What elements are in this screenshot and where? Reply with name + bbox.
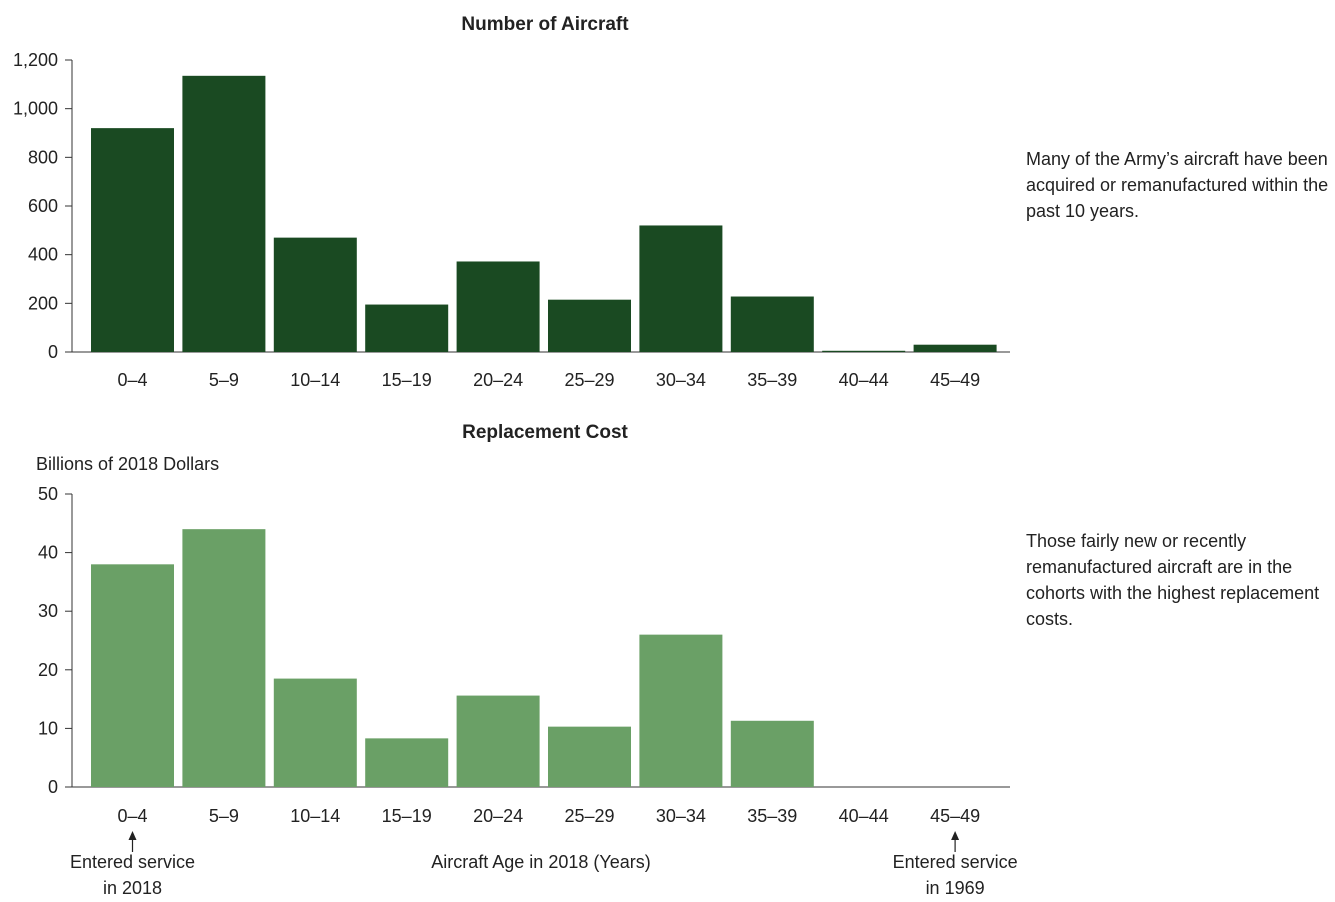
top-bar-20–24 xyxy=(456,261,540,352)
annotation-arrowhead xyxy=(951,831,960,840)
top-bar-45–49 xyxy=(913,344,997,352)
top-x-tick-label: 20–24 xyxy=(473,370,523,390)
top-x-tick-label: 15–19 xyxy=(382,370,432,390)
bottom-bar-0–4 xyxy=(91,564,174,787)
top-x-tick-label: 10–14 xyxy=(290,370,340,390)
bottom-y-tick-label: 20 xyxy=(38,660,58,680)
top-bar-15–19 xyxy=(365,304,449,352)
annotation-text-line: Entered service xyxy=(893,852,1018,872)
top-x-tick-label: 25–29 xyxy=(564,370,614,390)
bottom-chart-title: Replacement Cost xyxy=(462,422,628,443)
bottom-x-tick-label: 40–44 xyxy=(839,806,889,826)
top-x-tick-label: 35–39 xyxy=(747,370,797,390)
top-x-tick-label: 30–34 xyxy=(656,370,706,390)
top-chart: Number of Aircraft 0 200 400 600 800 1,000 1,20… xyxy=(13,14,1010,390)
top-y-tick-label: 400 xyxy=(28,245,58,265)
bottom-chart: Replacement Cost Billions of 2018 Dollars… xyxy=(36,422,1018,898)
bottom-y-tick-label: 40 xyxy=(38,543,58,563)
bottom-x-tick-label: 0–4 xyxy=(117,806,147,826)
bottom-x-tick-label: 25–29 xyxy=(564,806,614,826)
annotation-entered-2018: Entered service in 2018 xyxy=(70,831,195,898)
bottom-x-tick-label: 10–14 xyxy=(290,806,340,826)
top-bar-40–44 xyxy=(822,350,906,352)
top-bar-5–9 xyxy=(182,75,266,353)
top-x-tick-label: 40–44 xyxy=(839,370,889,390)
bottom-bar-35–39 xyxy=(730,720,814,787)
annotation-text-line: in 2018 xyxy=(103,878,162,898)
bottom-x-tick-label: 20–24 xyxy=(473,806,523,826)
bottom-chart-note: Those fairly new or recently remanufactu… xyxy=(1026,531,1320,629)
top-y-tick-label: 200 xyxy=(28,293,58,313)
top-y-tick-label: 600 xyxy=(28,196,58,216)
bottom-bar-25–29 xyxy=(548,726,631,787)
bottom-x-axis-label: Aircraft Age in 2018 (Years) xyxy=(431,852,650,872)
top-bar-0–4 xyxy=(91,128,174,352)
top-x-tick-label: 45–49 xyxy=(930,370,980,390)
top-y-tick-label: 800 xyxy=(28,147,58,167)
bottom-x-tick-label: 30–34 xyxy=(656,806,706,826)
bottom-bar-30–34 xyxy=(639,634,723,787)
top-x-tick-label: 0–4 xyxy=(117,370,147,390)
bottom-x-tick-label: 15–19 xyxy=(382,806,432,826)
bottom-x-tick-label: 5–9 xyxy=(209,806,239,826)
bottom-x-tick-label: 45–49 xyxy=(930,806,980,826)
top-chart-note: Many of the Army’s aircraft have been ac… xyxy=(1026,149,1329,221)
top-y-tick-label: 0 xyxy=(48,342,58,362)
bottom-bar-5–9 xyxy=(182,529,266,787)
bottom-bar-15–19 xyxy=(365,738,449,787)
top-bar-10–14 xyxy=(273,237,357,352)
bottom-y-tick-label: 0 xyxy=(48,777,58,797)
annotation-entered-1969: Entered service in 1969 xyxy=(893,831,1018,898)
annotation-arrowhead xyxy=(128,831,137,840)
bottom-y-tick-label: 10 xyxy=(38,718,58,738)
top-bar-30–34 xyxy=(639,225,723,352)
top-bar-25–29 xyxy=(548,299,631,352)
bottom-y-tick-label: 30 xyxy=(38,601,58,621)
top-chart-title: Number of Aircraft xyxy=(461,14,629,35)
bottom-bar-10–14 xyxy=(273,678,357,787)
bottom-bar-20–24 xyxy=(456,695,540,787)
bottom-y-tick-label: 50 xyxy=(38,484,58,504)
annotation-text-line: Entered service xyxy=(70,852,195,872)
annotation-text-line: in 1969 xyxy=(926,878,985,898)
top-bar-35–39 xyxy=(730,296,814,352)
top-y-tick-label: 1,200 xyxy=(13,50,58,70)
bottom-x-tick-label: 35–39 xyxy=(747,806,797,826)
bottom-y-axis-label: Billions of 2018 Dollars xyxy=(36,454,219,474)
top-y-tick-label: 1,000 xyxy=(13,99,58,119)
top-x-tick-label: 5–9 xyxy=(209,370,239,390)
